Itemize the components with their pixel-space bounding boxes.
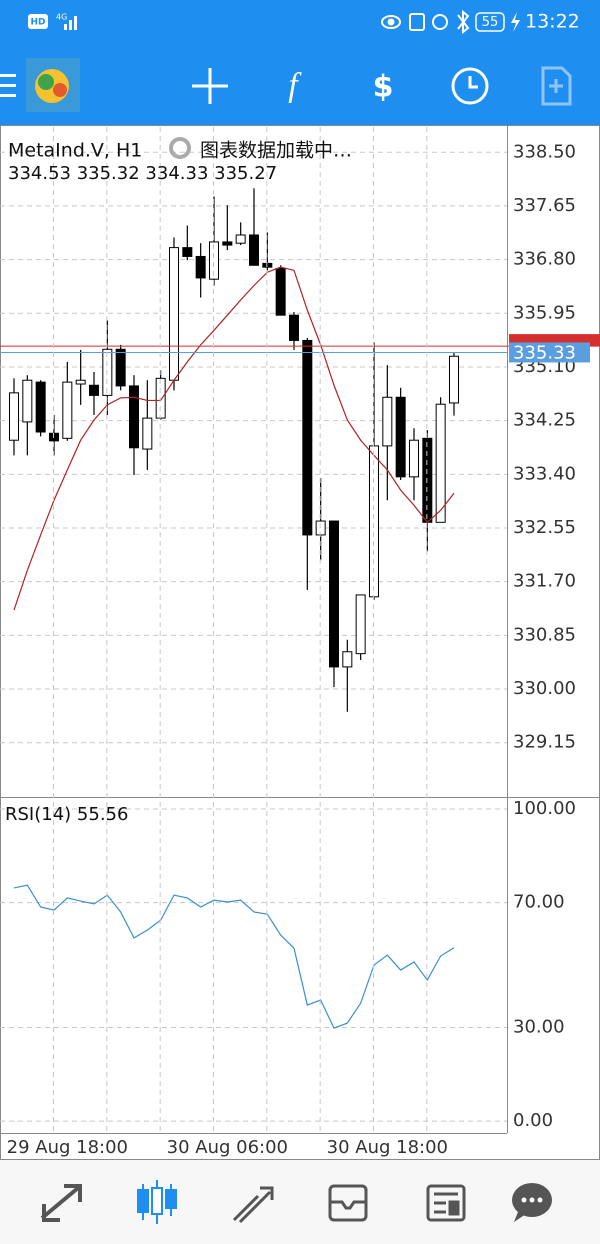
plot-layer: 338.50337.65336.80335.95335.10334.25333.… bbox=[0, 127, 600, 1158]
chart-title: MetaInd.V, H1 bbox=[8, 140, 142, 162]
candle-body bbox=[382, 396, 393, 447]
candle-body bbox=[248, 234, 259, 266]
x-tick-label: 30 Aug 06:00 bbox=[167, 1137, 288, 1158]
loading-text: 图表数据加载中… bbox=[200, 140, 352, 162]
chart-frame bbox=[0, 125, 600, 1160]
candle-body bbox=[35, 381, 46, 433]
y-tick-label: 331.70 bbox=[513, 571, 576, 592]
candle-body bbox=[222, 241, 233, 246]
battery-icon bbox=[475, 12, 505, 32]
candle-body bbox=[88, 384, 99, 396]
trade-button[interactable]: $ bbox=[373, 70, 394, 105]
period-button[interactable] bbox=[451, 67, 489, 105]
y-tick-label: 334.25 bbox=[513, 410, 576, 431]
status-icons bbox=[381, 9, 470, 35]
x-tick-label: 29 Aug 18:00 bbox=[7, 1137, 128, 1158]
y-tick-label: 335.95 bbox=[513, 302, 576, 323]
y-tick-label: 100.00 bbox=[513, 798, 576, 819]
candle-body bbox=[288, 314, 299, 341]
candle-body bbox=[395, 396, 406, 478]
y-tick-label: 333.40 bbox=[513, 463, 576, 484]
charge-icon bbox=[511, 12, 520, 32]
nav-chart[interactable] bbox=[137, 1180, 177, 1224]
candle-body bbox=[328, 520, 339, 668]
y-tick-label: 332.55 bbox=[513, 517, 576, 538]
x-tick-label: 30 Aug 18:00 bbox=[327, 1137, 448, 1158]
bid-tag bbox=[509, 342, 590, 363]
candle-body bbox=[182, 247, 193, 257]
candle-body bbox=[302, 339, 313, 536]
candle-body bbox=[408, 439, 419, 478]
y-tick-label: 70.00 bbox=[513, 892, 565, 913]
candle-body bbox=[62, 381, 73, 439]
candle-body bbox=[355, 594, 366, 655]
nav-quotes[interactable] bbox=[40, 1184, 82, 1222]
ohlc-text: 334.53 335.32 334.33 335.27 bbox=[8, 163, 277, 184]
y-tick-label: 329.15 bbox=[513, 732, 576, 753]
y-tick-label: 336.80 bbox=[513, 249, 576, 270]
candle-body bbox=[142, 417, 153, 450]
candle-body bbox=[168, 247, 179, 381]
signal-icon bbox=[64, 16, 77, 30]
y-tick-label: 30.00 bbox=[513, 1016, 565, 1037]
add-button[interactable] bbox=[541, 66, 572, 106]
time-text: 13:22 bbox=[525, 11, 580, 33]
moving-average bbox=[13, 266, 455, 611]
nav-trade[interactable] bbox=[232, 1186, 274, 1224]
bottom-nav bbox=[0, 1160, 600, 1244]
candle-body bbox=[342, 651, 353, 668]
hd-badge bbox=[28, 14, 48, 29]
candle-body bbox=[75, 379, 86, 385]
candle-body bbox=[448, 355, 459, 404]
candle-body bbox=[22, 379, 33, 423]
app-logo[interactable] bbox=[26, 58, 80, 112]
y-tick-label: 337.65 bbox=[513, 195, 576, 216]
y-tick-label: 338.50 bbox=[513, 141, 576, 162]
menu-button[interactable] bbox=[0, 74, 16, 97]
candle-body bbox=[128, 385, 139, 449]
rsi-line bbox=[13, 884, 455, 1029]
crosshair-button[interactable] bbox=[192, 68, 228, 104]
y-tick-label: 330.00 bbox=[513, 678, 576, 699]
rsi-title: RSI(14) 55.56 bbox=[5, 804, 128, 825]
candle-body bbox=[275, 267, 286, 316]
battery-text: 55 bbox=[482, 15, 499, 30]
candle-body bbox=[435, 403, 446, 523]
y-tick-label: 0.00 bbox=[513, 1110, 553, 1131]
nav-history[interactable] bbox=[328, 1184, 368, 1222]
header-bg bbox=[0, 0, 600, 125]
nav-messages[interactable] bbox=[512, 1183, 552, 1222]
candle-body bbox=[195, 255, 206, 279]
candle-body bbox=[235, 234, 246, 244]
candle-body bbox=[368, 445, 379, 598]
candle-body bbox=[115, 348, 126, 387]
nav-news[interactable] bbox=[426, 1184, 466, 1222]
candle-body bbox=[9, 392, 19, 441]
hd-text: HD bbox=[30, 18, 45, 28]
y-tick-label: 330.85 bbox=[513, 624, 576, 645]
network-text: 4G bbox=[56, 13, 67, 22]
candle-body bbox=[208, 241, 219, 280]
bid-label: 335.33 bbox=[513, 342, 576, 363]
loading-icon bbox=[169, 137, 191, 159]
